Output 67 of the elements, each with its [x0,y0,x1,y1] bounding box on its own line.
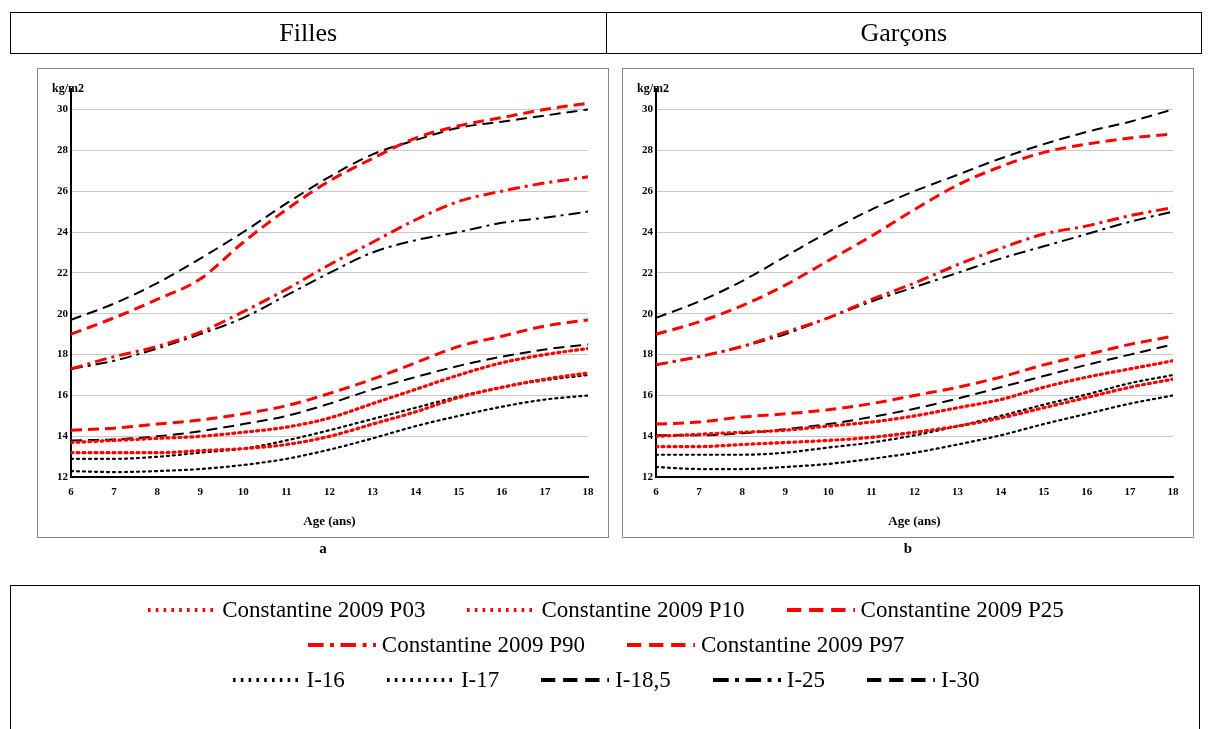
x-tick-label: 14 [995,484,1007,497]
x-tick-label: 17 [1124,484,1136,497]
legend-label: I-25 [786,666,826,693]
line-series [71,175,588,371]
x-tick-label: 8 [739,484,746,497]
x-tick-label: 16 [1081,484,1093,497]
legend-label: I-30 [941,666,980,693]
y-tick-label: 18 [57,347,69,360]
y-tick-label: 26 [57,184,69,196]
y-tick-label: 12 [642,470,654,483]
x-tick-label: 16 [496,484,508,497]
y-tick-label: 22 [642,265,654,278]
legend-label: I-17 [460,666,500,693]
x-tick-label: 7 [696,484,703,497]
line-series [71,318,588,432]
x-axis-title: Age (ans) [888,512,941,528]
y-tick-label: 14 [57,429,69,442]
line-series [656,359,1173,438]
x-tick-label: 9 [197,484,204,497]
x-tick-label: 10 [237,484,250,497]
y-tick-label: 30 [57,102,69,115]
x-tick-label: 9 [782,484,789,497]
chart-title: Filles [278,17,339,49]
y-tick-label: 16 [642,388,654,401]
x-tick-label: 12 [324,484,336,497]
x-tick-label: 13 [367,484,379,497]
y-axis-title: kg/m2 [52,81,85,96]
y-tick-label: 22 [57,265,69,278]
text: a [318,540,328,557]
chart-title: Garçons [605,13,1201,53]
x-tick-label: 11 [281,484,292,497]
x-axis-title: Age (ans) [303,512,356,528]
x-tick-label: 18 [1167,484,1179,497]
y-tick-label: 20 [57,306,69,319]
y-tick-label: 30 [642,102,654,115]
legend-label: Constantine 2009 P25 [860,596,1064,623]
x-tick-label: 15 [1038,484,1050,497]
x-tick-label: 14 [410,484,422,497]
x-tick-label: 7 [111,484,118,497]
y-tick-label: 14 [642,429,654,442]
x-tick-label: 17 [539,484,551,497]
y-tick-label: 12 [57,470,69,483]
legend-label: I-18,5 [615,666,671,693]
x-tick-label: 11 [866,484,877,497]
legend-label: Constantine 2009 P97 [701,631,905,658]
legend-label: I-16 [306,666,345,693]
y-tick-label: 20 [642,306,654,319]
text: b [902,540,914,557]
legend-label: Constantine 2009 P90 [381,631,585,658]
y-axis-title: kg/m2 [637,81,670,96]
x-tick-label: 6 [68,484,75,497]
y-tick-label: 16 [57,388,69,401]
x-tick-label: 12 [909,484,921,497]
y-tick-label: 24 [57,224,69,237]
y-tick-label: 28 [642,143,654,156]
y-tick-label: 18 [642,347,654,360]
legend-label: Constantine 2009 P03 [222,596,426,623]
x-tick-label: 8 [154,484,161,497]
y-tick-label: 28 [57,143,69,156]
x-tick-label: 15 [453,484,465,497]
x-tick-label: 18 [582,484,594,497]
x-tick-label: 6 [653,484,660,497]
y-tick-label: 26 [642,184,654,196]
x-tick-label: 13 [952,484,964,497]
legend-label: Constantine 2009 P10 [541,596,745,623]
x-tick-label: 10 [822,484,835,497]
y-tick-label: 24 [642,224,654,237]
